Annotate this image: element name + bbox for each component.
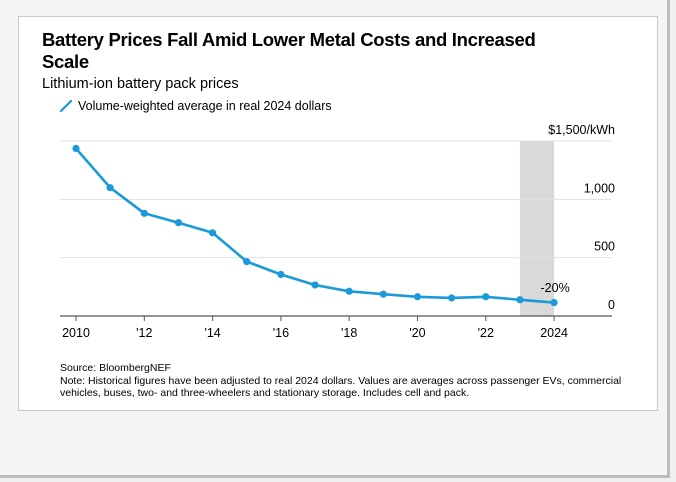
y-tick-label: 500 bbox=[594, 240, 615, 254]
x-tick-label: '18 bbox=[341, 326, 357, 340]
data-point bbox=[482, 293, 490, 301]
data-point bbox=[140, 209, 148, 217]
source-note: Source: BloombergNEF bbox=[60, 362, 171, 374]
chart-footer: Source: BloombergNEF Note: Historical fi… bbox=[60, 362, 630, 400]
y-tick-label: 0 bbox=[608, 298, 615, 312]
y-tick-label: $1,500/kWh bbox=[548, 123, 615, 137]
x-tick-label: 2024 bbox=[540, 326, 568, 340]
data-point bbox=[243, 258, 251, 266]
data-point bbox=[209, 229, 217, 237]
x-tick-label: '22 bbox=[478, 326, 494, 340]
line-legend-icon bbox=[60, 100, 72, 112]
data-point bbox=[448, 294, 456, 302]
data-point bbox=[516, 296, 524, 304]
data-point bbox=[550, 298, 558, 307]
data-point bbox=[413, 293, 422, 301]
x-tick-label: 2010 bbox=[62, 326, 90, 340]
x-tick-label: '20 bbox=[409, 326, 425, 340]
series-line bbox=[74, 147, 556, 304]
data-point bbox=[106, 184, 114, 192]
data-point bbox=[311, 281, 319, 289]
chart-title: Battery Prices Fall Amid Lower Metal Cos… bbox=[42, 29, 536, 72]
methodology-note: Note: Historical figures have been adjus… bbox=[60, 374, 622, 400]
data-point bbox=[277, 270, 285, 279]
data-point bbox=[379, 290, 387, 298]
data-point bbox=[345, 287, 353, 295]
chart-subtitle: Lithium-ion battery pack prices bbox=[42, 76, 239, 92]
legend-label: Volume-weighted average in real 2024 dol… bbox=[78, 99, 332, 113]
highlight-band bbox=[519, 141, 555, 316]
change-annotation: -20% bbox=[541, 281, 570, 295]
x-tick-label: '16 bbox=[273, 326, 289, 340]
x-tick-label: '12 bbox=[136, 326, 152, 340]
y-tick-label: 1,000 bbox=[584, 181, 615, 195]
data-point bbox=[72, 144, 80, 153]
data-point bbox=[174, 219, 183, 227]
x-tick-label: '14 bbox=[204, 326, 220, 340]
legend: Volume-weighted average in real 2024 dol… bbox=[60, 99, 332, 113]
